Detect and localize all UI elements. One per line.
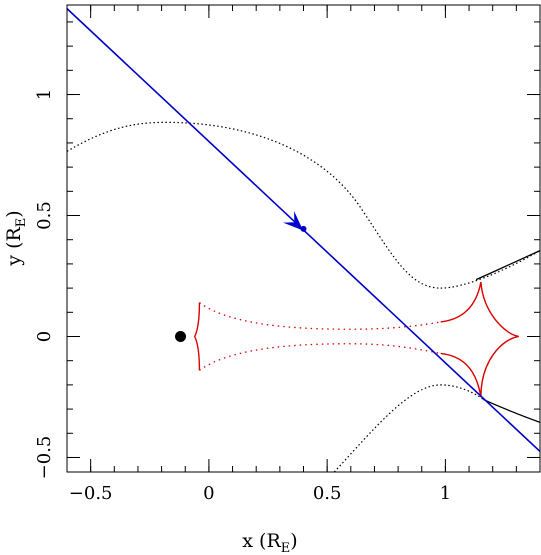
- critical-curve-upper-dotted: [66, 121, 441, 289]
- caustic-right-lower-arc: [440, 352, 482, 398]
- tick-labels: −0.5 0 0.5 1 −0.5 0 0.5 1: [34, 89, 451, 504]
- caustic-right-upper-arc: [440, 281, 482, 323]
- plot-curves: [66, 8, 541, 473]
- x-tick-label: 0: [203, 483, 214, 504]
- lens-star-dot: [175, 330, 187, 342]
- y-tick-label: 1: [34, 89, 55, 100]
- caustic-right-solid: [480, 281, 519, 397]
- source-position-marker: [300, 225, 307, 232]
- caustic-left-solid: [193, 302, 201, 371]
- y-tick-label: 0.5: [34, 201, 55, 230]
- trajectory-arrow-icon: [283, 210, 304, 231]
- y-tick-label: 0: [34, 331, 55, 342]
- critical-curve-upper-solid: [475, 250, 541, 281]
- plot-frame: [66, 4, 541, 473]
- x-tick-label: 0.5: [313, 483, 342, 504]
- critical-curve-upper-inner: [440, 250, 541, 289]
- caustic-top-dotted: [199, 302, 441, 330]
- critical-curve-lower-solid: [482, 398, 541, 424]
- critical-curve-lower-dotted: [333, 384, 484, 473]
- x-tick-label: 1: [440, 483, 451, 504]
- tick-marks: [66, 5, 541, 472]
- caustic-bottom-dotted: [199, 343, 441, 371]
- y-tick-label: −0.5: [34, 436, 55, 480]
- x-tick-label: −0.5: [69, 483, 113, 504]
- x-axis-label: x (RE): [242, 530, 297, 555]
- y-axis-label: y (RE): [3, 210, 29, 266]
